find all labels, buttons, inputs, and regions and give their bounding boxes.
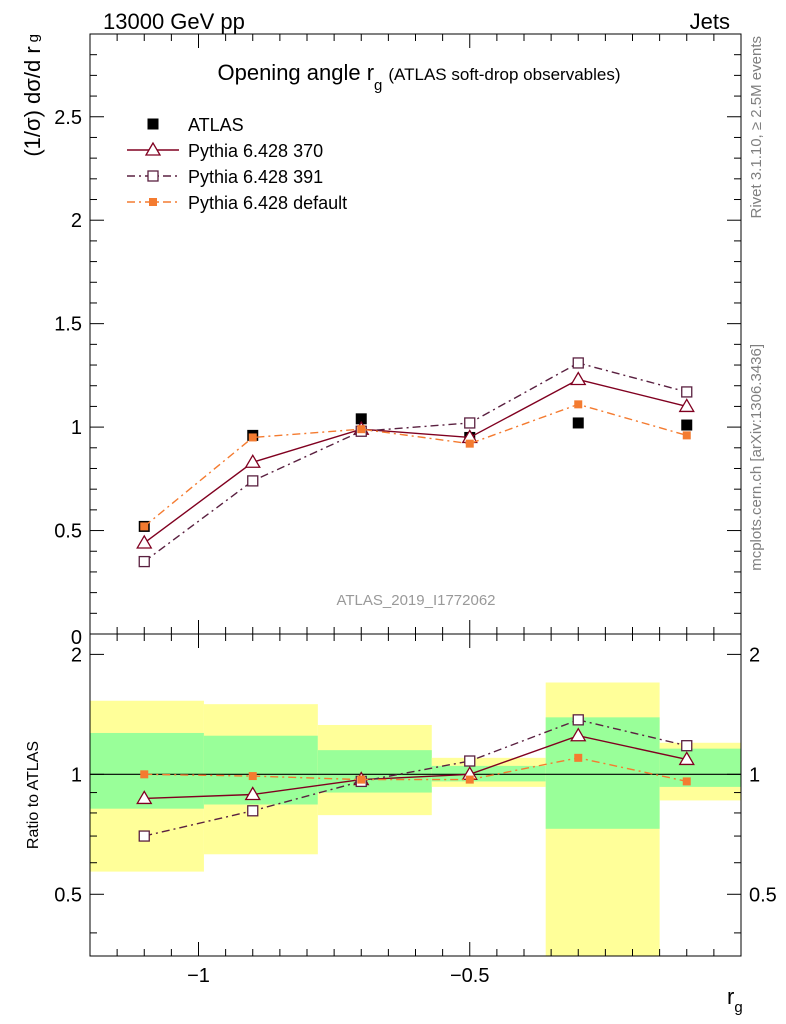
ratio-stat-uncertainty-band xyxy=(203,735,318,805)
main-y-tick-label: 1.5 xyxy=(54,314,82,336)
legend-label: Pythia 6.428 default xyxy=(188,193,347,213)
legend-marker xyxy=(147,118,159,130)
x-tick-label: −1 xyxy=(187,965,210,987)
main-data-point xyxy=(570,371,587,386)
main-y-tick-label: 0.5 xyxy=(54,521,82,543)
main-axes-layer: 0.5 1 1.5 2 2.5 0 xyxy=(54,34,741,649)
plot-title-main: Opening angle r xyxy=(217,60,374,85)
ratio-data-point xyxy=(136,790,153,805)
main-data-point xyxy=(248,433,257,442)
ratio-data-point xyxy=(572,714,584,726)
ratio-y-tick-label: 0.5 xyxy=(54,884,82,906)
ratio-y-axis-label: Ratio to ATLAS xyxy=(25,741,42,849)
ratio-data-point xyxy=(682,777,691,786)
ratio-y-tick-label: 1 xyxy=(71,764,82,786)
ratio-panel: 0.5 0.5 1 1 2 2 −1 −0.5 Ratio to ATLAS rg xyxy=(25,633,777,1016)
ratio-series-layer xyxy=(136,714,695,842)
main-y-tick-label: 2.5 xyxy=(54,107,82,129)
legend-label: Pythia 6.428 391 xyxy=(188,167,323,187)
main-y-zero-label: 0 xyxy=(71,627,82,649)
ratio-series-line xyxy=(144,719,687,837)
ratio-data-point xyxy=(570,727,587,742)
main-panel: 0.511.522.50 Opening angle rg(ATLAS soft… xyxy=(20,33,742,649)
ratio-y-tick-label-right: 2 xyxy=(749,644,760,666)
mcplots-label: mcplots.cern.ch [arXiv:1306.3436] xyxy=(748,344,765,571)
main-data-point xyxy=(682,431,691,440)
plot-title: Opening angle rg (ATLAS soft-drop observa… xyxy=(217,60,620,94)
ratio-series-line xyxy=(144,734,687,800)
ratio-data-point xyxy=(138,830,150,842)
plot-title-sub: g xyxy=(374,77,382,94)
main-y-tick-label: 1 xyxy=(71,417,82,439)
ratio-stat-uncertainty-band xyxy=(317,750,432,793)
x-tick-label: −0.5 xyxy=(450,965,489,987)
main-data-point xyxy=(136,534,153,549)
ratio-data-point xyxy=(247,805,259,817)
ratio-y-tick-label-right: 1 xyxy=(749,764,760,786)
x-axis-label: rg xyxy=(727,984,743,1016)
legend-label: Pythia 6.428 370 xyxy=(188,141,323,161)
main-data-point xyxy=(357,425,366,434)
legend-marker xyxy=(147,170,159,182)
ratio-data-point xyxy=(357,775,366,784)
ratio-stat-uncertainty-band xyxy=(545,717,660,829)
energy-label: 13000 GeV pp xyxy=(103,9,245,34)
ratio-y-tick-label: 2 xyxy=(71,644,82,666)
ratio-data-point xyxy=(244,786,261,801)
legend-label: ATLAS xyxy=(188,115,244,135)
ratio-data-point xyxy=(681,740,693,752)
main-series-layer xyxy=(136,357,695,568)
plot-title-suffix: (ATLAS soft-drop observables) xyxy=(388,65,620,84)
main-y-axis-label-sub: g xyxy=(25,34,42,42)
main-series-line xyxy=(143,362,687,563)
main-data-point xyxy=(574,400,583,409)
ratio-bands-layer xyxy=(90,682,741,956)
ratio-y-tick-label-right: 0.5 xyxy=(749,884,777,906)
ratio-axes-layer: 0.5 0.5 1 1 2 2 −1 −0.5 xyxy=(54,634,777,987)
x-axis-label-sub: g xyxy=(734,999,742,1016)
main-data-point xyxy=(140,522,149,531)
x-axis-label-main: r xyxy=(727,984,734,1009)
main-data-point xyxy=(572,357,584,369)
ratio-series-line xyxy=(144,757,687,783)
main-data-point xyxy=(355,413,367,425)
legend-marker xyxy=(144,141,162,156)
main-data-point xyxy=(681,386,693,398)
main-data-point xyxy=(465,439,474,448)
main-y-axis-label: (1/σ) dσ/d r g xyxy=(20,34,45,157)
ratio-data-point xyxy=(465,775,474,784)
legend: ATLAS Pythia 6.428 370 Pythia 6.428 391 Pyt… xyxy=(127,115,347,213)
main-y-axis-label-main: (1/σ) dσ/d r xyxy=(20,46,45,156)
main-data-point xyxy=(138,555,150,568)
main-data-point xyxy=(681,419,693,431)
main-data-point xyxy=(678,398,695,413)
ratio-stat-uncertainty-band xyxy=(431,765,546,782)
main-data-point xyxy=(244,453,261,468)
main-y-tick-label: 2 xyxy=(71,210,82,232)
main-series-line xyxy=(143,378,687,544)
main-series-line xyxy=(143,403,687,527)
ratio-plot-frame xyxy=(89,633,742,957)
analysis-watermark: ATLAS_2019_I1772062 xyxy=(336,592,495,609)
ratio-stat-uncertainty-band xyxy=(659,748,741,787)
main-data-point xyxy=(247,475,259,487)
category-label: Jets xyxy=(690,9,730,34)
ratio-data-point xyxy=(464,755,476,767)
legend-marker xyxy=(149,198,157,206)
ratio-data-point xyxy=(140,770,149,779)
ratio-data-point xyxy=(678,751,695,766)
ratio-data-point xyxy=(574,753,583,762)
main-data-point xyxy=(572,417,584,429)
ratio-data-point xyxy=(248,772,257,781)
main-data-point xyxy=(464,417,476,429)
rivet-version-label: Rivet 3.1.10, ≥ 2.5M events xyxy=(748,36,765,219)
